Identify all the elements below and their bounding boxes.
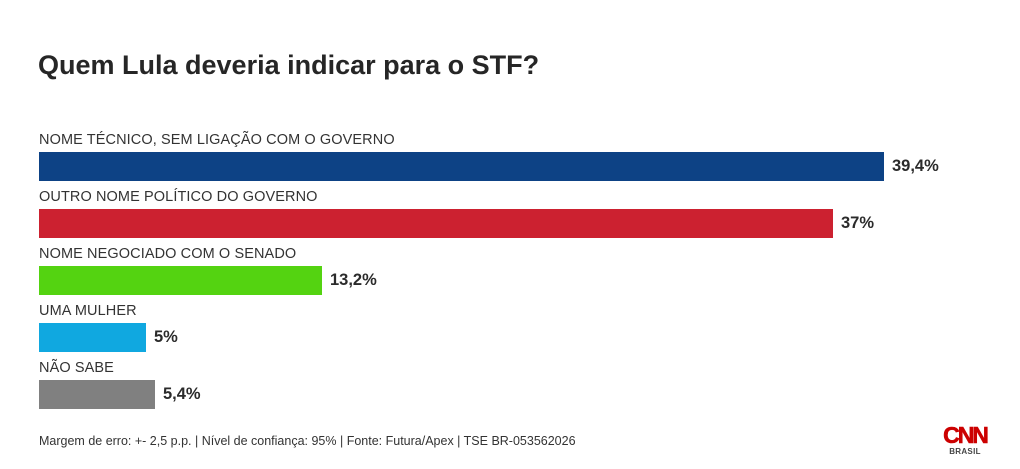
value-label: 39,4% — [892, 157, 939, 175]
category-label: UMA MULHER — [39, 303, 137, 319]
category-label: NÃO SABE — [39, 360, 114, 376]
value-label: 37% — [841, 214, 875, 232]
value-label: 5,4% — [163, 385, 201, 403]
category-label: OUTRO NOME POLÍTICO DO GOVERNO — [39, 189, 318, 205]
source-footnote: Margem de erro: +- 2,5 p.p. | Nível de c… — [39, 434, 576, 448]
category-label: NOME NEGOCIADO COM O SENADO — [39, 246, 297, 262]
cnn-brasil-logo: CNN BRASIL — [941, 423, 989, 457]
bar — [39, 152, 884, 181]
bar — [39, 266, 322, 295]
bar — [39, 380, 155, 409]
chart-title: Quem Lula deveria indicar para o STF? — [38, 50, 540, 80]
bar — [39, 209, 833, 238]
logo-subtitle: BRASIL — [949, 447, 981, 456]
value-label: 13,2% — [330, 271, 377, 289]
bar — [39, 323, 146, 352]
logo-mark: CNN — [943, 422, 989, 448]
value-label: 5% — [154, 328, 178, 346]
category-label: NOME TÉCNICO, SEM LIGAÇÃO COM O GOVERNO — [39, 132, 395, 148]
